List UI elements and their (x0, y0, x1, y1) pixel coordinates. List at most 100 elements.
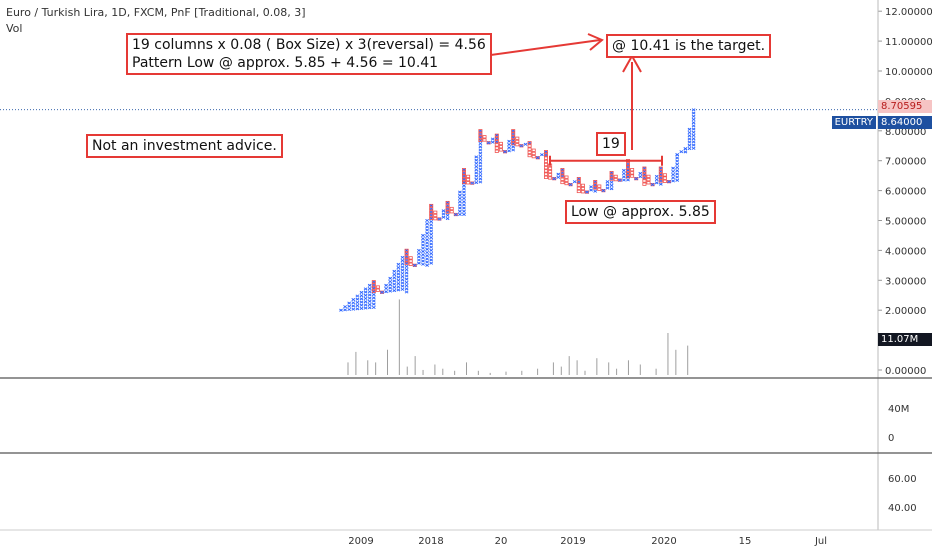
target-annotation[interactable]: @ 10.41 is the target. (606, 34, 772, 58)
x-box (384, 283, 388, 287)
o-box (642, 182, 647, 186)
x-box (474, 155, 479, 159)
o-box (568, 183, 573, 187)
o-box (375, 285, 380, 289)
o-box (626, 165, 631, 169)
x-box (601, 189, 606, 193)
x-box (453, 212, 458, 217)
o-box (482, 138, 487, 142)
x-box (589, 188, 593, 192)
o-column (519, 144, 524, 148)
x-box (589, 185, 593, 189)
x-box (359, 306, 364, 311)
o-box (494, 149, 499, 153)
x-box (605, 180, 610, 184)
time-tick-label: 2019 (560, 536, 585, 547)
o-box (502, 150, 507, 154)
x-box (458, 206, 462, 210)
x-box (486, 141, 491, 145)
x-box (359, 300, 364, 304)
x-column (568, 183, 573, 187)
price-tick-label: 0.00000 (885, 366, 926, 377)
o-box (642, 179, 647, 183)
o-column (449, 206, 454, 214)
x-box (622, 168, 626, 172)
o-box (544, 169, 549, 173)
x-box (392, 285, 397, 289)
o-box (601, 188, 606, 193)
o-box (658, 172, 663, 177)
x-box (675, 153, 680, 157)
x-column (359, 290, 364, 311)
o-column (412, 263, 417, 267)
o-box (560, 180, 565, 185)
x-box (421, 243, 425, 247)
x-box (478, 164, 483, 168)
x-box (478, 167, 483, 171)
x-column (675, 153, 680, 182)
x-box (474, 161, 479, 165)
x-box (429, 235, 434, 240)
x-box (351, 297, 356, 302)
o-box (494, 143, 499, 147)
high-price-badge: 8.70595 (878, 100, 932, 113)
o-column (445, 200, 450, 214)
x-box (400, 284, 405, 288)
x-box (421, 262, 425, 266)
x-box (388, 283, 393, 287)
x-box (462, 187, 466, 191)
o-box (371, 283, 376, 287)
x-box (355, 300, 360, 304)
x-column (691, 108, 696, 150)
x-box (351, 301, 356, 305)
o-box (511, 132, 516, 136)
x-box (429, 226, 434, 230)
x-box (556, 175, 561, 179)
x-box (392, 269, 397, 273)
time-tick-label: Jul (814, 536, 827, 547)
x-box (671, 169, 675, 173)
low-annotation[interactable]: Low @ approx. 5.85 (565, 200, 716, 224)
time-tick-label: 20 (495, 536, 508, 547)
x-column (601, 189, 606, 193)
o-box (642, 172, 647, 177)
x-column (560, 168, 565, 178)
x-box (478, 148, 483, 152)
disclaimer-annotation[interactable]: Not an investment advice. (86, 134, 283, 158)
price-tick-label: 2.00000 (885, 306, 926, 317)
x-box (458, 200, 462, 204)
x-box (511, 148, 516, 152)
o-box (404, 251, 409, 256)
column-count-annotation[interactable]: 19 (596, 132, 626, 156)
x-column (634, 177, 639, 181)
x-box (359, 303, 364, 307)
x-column (617, 178, 622, 182)
o-column (568, 183, 573, 187)
calculation-annotation[interactable]: 19 columns x 0.08 ( Box Size) x 3(revers… (126, 33, 492, 75)
x-box (396, 272, 401, 276)
x-box (371, 305, 376, 309)
x-box (425, 257, 429, 261)
x-box (400, 287, 405, 291)
symbol-badge[interactable]: EURTRY (831, 116, 876, 129)
x-box (675, 172, 680, 176)
price-tick-label: 12.00000 (885, 7, 932, 18)
o-box (548, 176, 553, 180)
o-box (429, 207, 434, 211)
o-box (433, 217, 438, 221)
o-box (580, 183, 585, 187)
o-box (466, 174, 471, 178)
x-box (671, 176, 675, 180)
x-box (367, 286, 372, 291)
o-column (375, 285, 380, 292)
x-box (634, 177, 639, 181)
x-box (400, 275, 405, 279)
o-box (527, 144, 532, 148)
o-box (667, 180, 672, 184)
x-box (355, 304, 360, 308)
o-box (630, 171, 635, 175)
o-box (576, 189, 581, 194)
price-tick-label: 11.00000 (885, 37, 932, 48)
x-box (363, 287, 368, 291)
